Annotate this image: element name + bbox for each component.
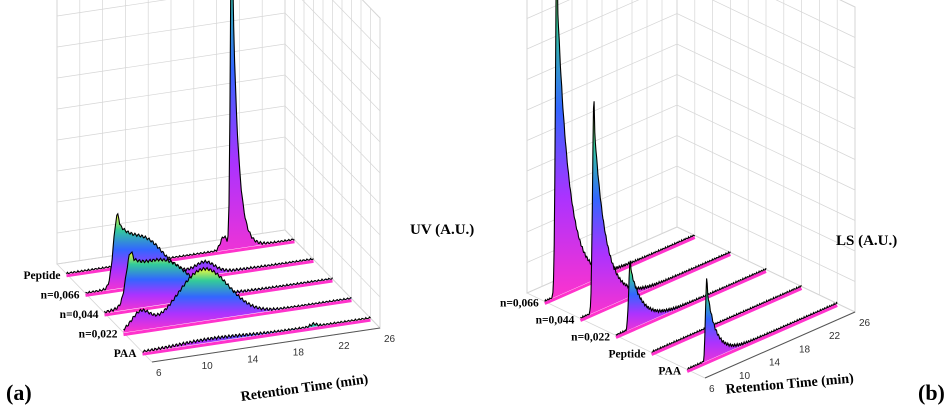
x-tick-label: 6 bbox=[709, 384, 715, 395]
grid-line bbox=[526, 165, 856, 252]
walls bbox=[526, 0, 856, 379]
grid-line bbox=[526, 0, 856, 69]
series-line bbox=[686, 278, 838, 370]
series-trace bbox=[579, 101, 732, 322]
series-axis-label: PAA bbox=[114, 348, 137, 360]
series-axis-label: Peptide bbox=[23, 270, 60, 282]
series-line bbox=[544, 0, 696, 302]
grid-line bbox=[526, 0, 856, 38]
x-tick-label: 26 bbox=[384, 334, 396, 345]
grid-line bbox=[526, 104, 856, 191]
series-line bbox=[615, 260, 767, 336]
x-tick-label: 6 bbox=[156, 368, 162, 379]
series-area bbox=[616, 260, 766, 336]
x-tick-label: 14 bbox=[247, 354, 259, 365]
x-tick-label: 10 bbox=[202, 361, 214, 372]
series-line bbox=[85, 212, 314, 294]
series-baseline bbox=[123, 299, 352, 337]
series-line bbox=[580, 101, 731, 319]
series-baseline bbox=[579, 253, 732, 322]
chart-panel-a: 6 10 14 18 22 26 Peptide n=0,066 n=0,044 n=0,022 P… bbox=[23, 0, 474, 405]
z-axis-title: LS (A.U.) bbox=[836, 233, 897, 249]
grid-line bbox=[56, 167, 381, 267]
series-trace bbox=[142, 316, 371, 356]
series-trace bbox=[123, 266, 352, 337]
series-trace bbox=[615, 260, 767, 339]
grid-line bbox=[332, 0, 381, 50]
series-line bbox=[142, 316, 371, 353]
grid-line bbox=[56, 0, 381, 81]
grid-line bbox=[56, 12, 381, 112]
series-area bbox=[142, 317, 371, 353]
series-axis-label: Peptide bbox=[609, 349, 646, 361]
x-tick-label: 18 bbox=[799, 344, 811, 355]
panel-letter-a: (a) bbox=[6, 380, 32, 405]
panel-letter-b: (b) bbox=[918, 380, 945, 405]
grid-line bbox=[56, 43, 381, 143]
series-trace bbox=[544, 0, 696, 305]
series-area bbox=[580, 101, 731, 319]
series-area bbox=[544, 0, 695, 302]
grid-line bbox=[526, 13, 856, 99]
series-line bbox=[123, 266, 352, 331]
x-tick-label: 18 bbox=[293, 348, 305, 359]
chart-panel-b: 6 10 14 18 22 26 n=0,066 n=0,044 n=0,022 Peptide P… bbox=[500, 0, 897, 398]
x-tick-label: 10 bbox=[739, 371, 751, 382]
series-axis-label: PAA bbox=[658, 366, 681, 378]
series-trace bbox=[650, 285, 803, 356]
grid-line bbox=[526, 74, 856, 160]
x-axis-line bbox=[151, 327, 381, 363]
x-tick-label: 26 bbox=[859, 318, 871, 329]
grid-line bbox=[56, 198, 381, 298]
series-baseline bbox=[66, 240, 295, 278]
series-axis-label: n=0,022 bbox=[79, 329, 118, 341]
x-tick-label: 22 bbox=[338, 341, 350, 352]
grid-line bbox=[56, 105, 381, 205]
series-trace bbox=[66, 0, 295, 278]
series-area bbox=[104, 252, 333, 313]
series-area bbox=[66, 0, 295, 274]
series-axis-label: n=0,044 bbox=[536, 315, 575, 327]
series-baseline bbox=[544, 236, 696, 305]
series-axis-label: n=0,022 bbox=[571, 332, 610, 344]
grid-line bbox=[56, 136, 381, 236]
series-line bbox=[651, 285, 802, 353]
x-tick-label: 22 bbox=[829, 331, 841, 342]
series-baseline bbox=[142, 318, 371, 356]
grid-line bbox=[56, 74, 381, 174]
series-trace bbox=[686, 278, 838, 373]
series-baseline bbox=[686, 304, 838, 373]
series-area bbox=[687, 278, 838, 370]
series-baseline bbox=[650, 287, 803, 356]
series-line bbox=[66, 0, 295, 275]
series-axis-label: n=0,066 bbox=[500, 298, 539, 310]
walls bbox=[56, 0, 381, 363]
series-area bbox=[123, 267, 352, 333]
series-baseline bbox=[615, 270, 767, 339]
x-tick-label: 14 bbox=[769, 358, 781, 369]
x-axis-title: Retention Time (min) bbox=[240, 372, 370, 405]
x-axis-line bbox=[704, 311, 856, 379]
grid-line bbox=[526, 43, 856, 130]
series-axis-label: n=0,044 bbox=[60, 309, 99, 321]
z-axis-title: UV (A.U.) bbox=[410, 222, 474, 238]
series-axis-label: n=0,066 bbox=[41, 289, 80, 301]
grid-line bbox=[526, 135, 856, 221]
